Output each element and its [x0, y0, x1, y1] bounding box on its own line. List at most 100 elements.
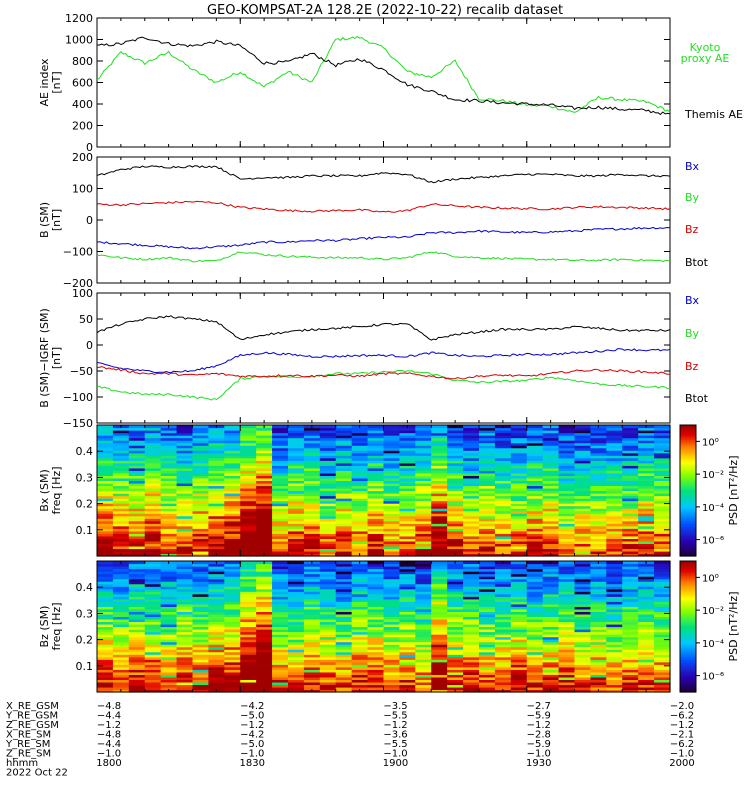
specz-cell	[319, 629, 337, 633]
specz-cell	[606, 561, 623, 565]
specz-cell	[494, 573, 512, 577]
specx-cell	[176, 452, 194, 456]
specx-cell	[128, 548, 146, 552]
specz-colorbar-cell	[680, 643, 696, 647]
specx-cell	[431, 495, 448, 499]
specz-cell	[192, 666, 210, 670]
specz-cell	[494, 588, 512, 592]
specz-cell	[526, 656, 544, 660]
specz-cell	[654, 629, 671, 633]
specx-cell	[176, 550, 194, 555]
specx-cell	[144, 477, 162, 482]
specx-cell	[510, 553, 528, 557]
specz-cell	[558, 576, 576, 580]
specz-cell	[638, 636, 655, 640]
specx-cell	[303, 455, 321, 459]
specz-colorbar-cell	[680, 613, 696, 617]
specx-cell	[112, 538, 130, 542]
specx-cell	[224, 467, 241, 471]
specz-cell	[144, 588, 162, 592]
specx-cell	[606, 528, 623, 532]
specx-cell	[399, 540, 416, 544]
specz-cell	[479, 603, 496, 607]
specz-cell	[463, 639, 480, 643]
specz-cell	[510, 654, 528, 658]
specx-cell	[479, 503, 496, 507]
specz-cell	[256, 649, 273, 653]
specx-cell	[240, 477, 257, 482]
specx-cell	[447, 480, 464, 484]
specz-cell	[128, 636, 146, 640]
specx-cell	[399, 467, 416, 471]
specx-cell	[192, 427, 210, 431]
specx-cell	[256, 485, 273, 489]
specx-cell	[160, 498, 178, 502]
specx-cell	[479, 445, 496, 449]
specz-colorbar-frame	[679, 560, 697, 693]
specx-cell	[208, 550, 225, 555]
specz-cell	[335, 641, 353, 645]
specx-cell	[335, 500, 353, 504]
specz-cell	[542, 596, 560, 600]
specz-cell	[590, 686, 607, 691]
specz-cell	[288, 613, 305, 618]
specz-cell	[97, 674, 114, 678]
specz-cell	[224, 623, 241, 628]
specx-cell	[479, 538, 496, 542]
specx-cell	[256, 550, 273, 555]
specz-cell	[288, 641, 305, 645]
specz-cell	[526, 561, 544, 565]
specz-cell	[463, 603, 480, 607]
specx-cell	[494, 430, 512, 434]
specx-cell	[622, 495, 639, 499]
specz-cell	[272, 669, 289, 673]
specx-cell	[415, 475, 432, 479]
specz-cell	[606, 666, 623, 670]
specz-cell	[272, 588, 289, 592]
specx-cell	[526, 485, 544, 489]
specz-cell	[510, 608, 528, 612]
specz-cell	[192, 636, 210, 640]
specz-cell	[638, 621, 655, 625]
specx-cell	[256, 475, 273, 479]
specz-cell	[240, 593, 257, 597]
specz-cell	[542, 684, 560, 688]
specx-cell	[303, 432, 321, 436]
specx-cell	[526, 432, 544, 436]
specx-cell	[335, 493, 353, 497]
specz-cell	[97, 661, 114, 665]
specx-cell	[574, 490, 592, 494]
specz-cell	[606, 646, 623, 650]
specx-cell	[399, 440, 416, 444]
specx-cell	[542, 462, 560, 466]
specz-cell	[128, 634, 146, 638]
specz-cell	[558, 616, 576, 620]
specx-cell	[256, 490, 273, 494]
specx-cell	[367, 425, 385, 429]
specz-cell	[319, 583, 337, 587]
specz-cell	[654, 689, 671, 693]
specx-cell	[208, 447, 225, 451]
specz-cell	[128, 681, 146, 686]
specz-cell	[128, 651, 146, 655]
specx-cell	[97, 467, 114, 471]
specz-cell	[415, 623, 432, 628]
specz-cell	[97, 684, 114, 688]
specx-cell	[463, 475, 480, 479]
specz-cell	[192, 631, 210, 635]
specz-cell	[590, 613, 607, 618]
specz-cell	[542, 669, 560, 673]
specz-cell	[240, 639, 257, 643]
specx-cell	[447, 528, 464, 532]
specz-colorbar-cell	[680, 633, 696, 636]
specx-cell	[192, 425, 210, 429]
specz-cell	[128, 686, 146, 691]
specx-cell	[526, 482, 544, 487]
specz-cell	[574, 641, 592, 645]
specx-cell	[240, 515, 257, 519]
specz-cell	[463, 669, 480, 673]
specx-cell	[208, 545, 225, 550]
specz-cell	[335, 654, 353, 658]
b-ytick-label: −200	[63, 277, 93, 290]
specx-cell	[367, 470, 385, 474]
